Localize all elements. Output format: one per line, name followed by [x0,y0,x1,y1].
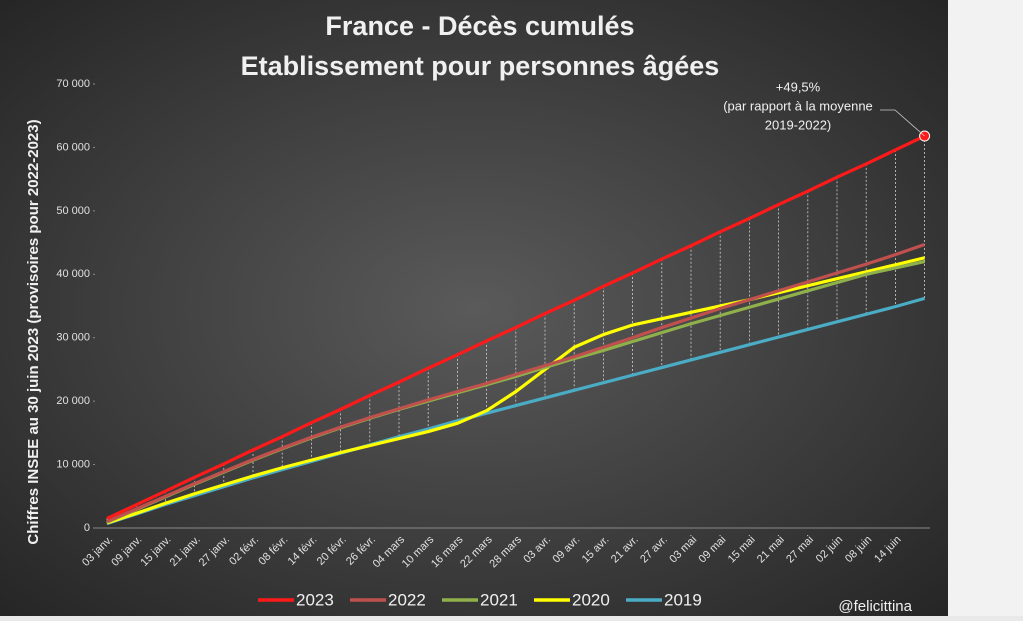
annotation: (par rapport à la moyenne [723,98,873,113]
chart-subtitle: Etablissement pour personnes âgées [241,51,720,81]
legend-label: 2022 [388,590,426,609]
y-tick-label: 60 000 [56,141,90,153]
series-line [106,296,926,526]
legend-label: 2021 [480,590,518,609]
series-line [106,256,925,525]
y-tick-label: 40 000 [56,268,90,280]
legend-label: 2023 [296,590,334,609]
y-tick-label: 50 000 [56,205,90,217]
y-axis-label: Chiffres INSEE au 30 juin 2023 (provisoi… [25,119,42,544]
annotation: 2019-2022) [765,117,832,132]
annotation-leader [880,109,925,137]
y-tick-label: 30 000 [56,332,90,344]
y-tick-label: 70 000 [56,78,90,90]
legend-label: 2020 [572,590,610,609]
y-tick-label: 20 000 [56,395,90,407]
series-line [106,134,926,520]
chart-background [0,0,948,616]
legend-label: 2019 [664,590,702,609]
side-panel [948,0,1023,616]
y-tick-label: 0 [84,522,90,534]
annotation: +49,5% [776,79,821,94]
series-line [106,242,926,524]
credit: @felicittina [838,598,912,615]
chart-title: France - Décès cumulés [325,11,634,41]
y-tick-label: 10 000 [56,458,90,470]
